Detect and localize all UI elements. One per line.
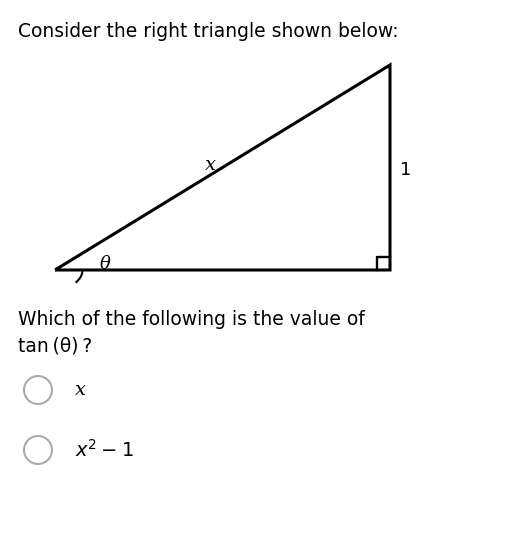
Text: $x^2-1$: $x^2-1$ — [75, 439, 134, 461]
Text: Which of the following is the value of: Which of the following is the value of — [18, 310, 365, 329]
Text: tan (θ) ?: tan (θ) ? — [18, 336, 92, 355]
Text: x: x — [75, 381, 86, 399]
Text: 1: 1 — [400, 161, 412, 179]
Text: Consider the right triangle shown below:: Consider the right triangle shown below: — [18, 22, 398, 41]
Text: θ: θ — [100, 255, 111, 273]
Text: x: x — [205, 156, 216, 174]
